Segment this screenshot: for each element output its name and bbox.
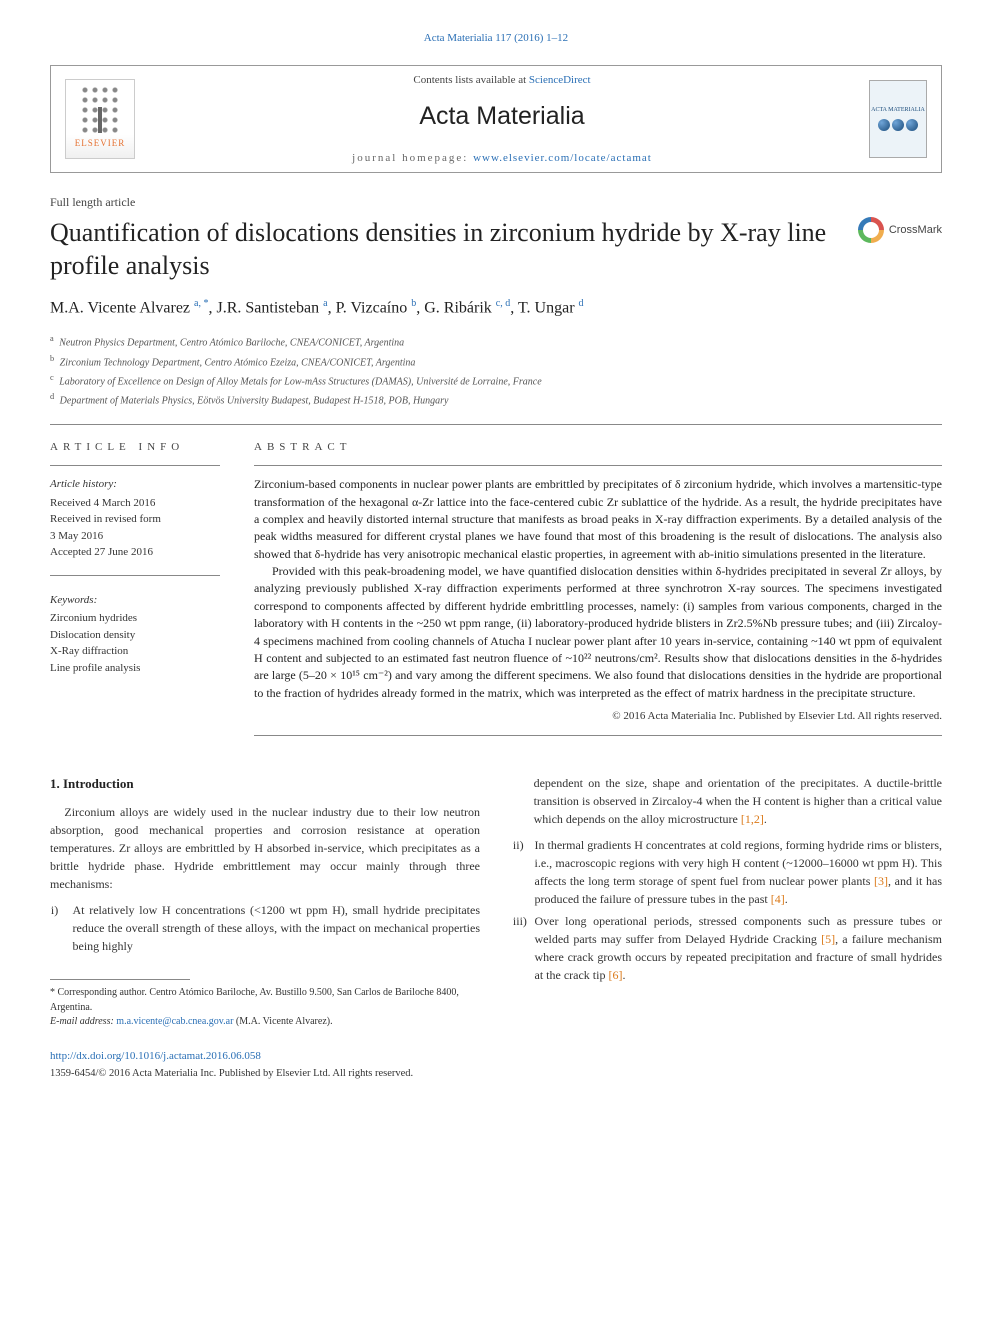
- doi-line: http://dx.doi.org/10.1016/j.actamat.2016…: [50, 1048, 942, 1065]
- crossmark-label: CrossMark: [889, 222, 942, 239]
- journal-homepage-line: journal homepage: www.elsevier.com/locat…: [135, 150, 869, 167]
- article-title: Quantification of dislocations densities…: [50, 217, 842, 282]
- affiliation: d Department of Materials Physics, Eötvö…: [50, 390, 942, 409]
- affiliation: c Laboratory of Excellence on Design of …: [50, 371, 942, 390]
- contents-available-line: Contents lists available at ScienceDirec…: [135, 72, 869, 89]
- affiliations-block: a Neutron Physics Department, Centro Ató…: [50, 332, 942, 409]
- affiliation: b Zirconium Technology Department, Centr…: [50, 352, 942, 371]
- history-item: Received 4 March 2016: [50, 495, 220, 512]
- article-info-label: ARTICLE INFO: [50, 439, 220, 456]
- sciencedirect-link[interactable]: ScienceDirect: [529, 74, 591, 86]
- header-center: Contents lists available at ScienceDirec…: [135, 72, 869, 167]
- abstract-rule-bottom: [254, 735, 942, 736]
- journal-cover-thumbnail: ACTA MATERIALIA: [869, 80, 927, 158]
- article-history-label: Article history:: [50, 476, 220, 493]
- left-column: 1. Introduction Zirconium alloys are wid…: [50, 774, 480, 1030]
- history-item: Accepted 27 June 2016: [50, 544, 220, 561]
- section-number: 1.: [50, 776, 60, 791]
- list-item-i-text: At relatively low H concentrations (<120…: [73, 903, 481, 953]
- right-column: dependent on the size, shape and orienta…: [512, 774, 942, 1030]
- keyword-item: Line profile analysis: [50, 660, 220, 677]
- publisher-name: ELSEVIER: [75, 137, 126, 151]
- email-footnote: E-mail address: m.a.vicente@cab.cnea.gov…: [50, 1015, 480, 1030]
- keyword-item: Dislocation density: [50, 627, 220, 644]
- corresponding-author-footnote: * Corresponding author. Centro Atómico B…: [50, 986, 480, 1015]
- ref-link-4[interactable]: [4]: [771, 892, 785, 906]
- journal-homepage-link[interactable]: www.elsevier.com/locate/actamat: [473, 152, 652, 164]
- crossmark-badge[interactable]: CrossMark: [858, 217, 942, 243]
- cover-label: ACTA MATERIALIA: [871, 106, 925, 115]
- contents-prefix: Contents lists available at: [413, 74, 528, 86]
- footnote-separator: [50, 979, 190, 980]
- history-item: 3 May 2016: [50, 528, 220, 545]
- abstract-copyright: © 2016 Acta Materialia Inc. Published by…: [254, 708, 942, 725]
- elsevier-tree-icon: [80, 87, 120, 135]
- cover-globes-icon: [878, 119, 918, 131]
- intro-paragraph: Zirconium alloys are widely used in the …: [50, 803, 480, 893]
- list-item-ii: ii) In thermal gradients H concentrates …: [535, 836, 943, 908]
- section-title: Introduction: [63, 776, 134, 791]
- abstract-column: ABSTRACT Zirconium-based components in n…: [254, 439, 942, 746]
- list-item-i: i)At relatively low H concentrations (<1…: [73, 901, 481, 955]
- journal-name: Acta Materialia: [135, 98, 869, 136]
- keyword-item: Zirconium hydrides: [50, 610, 220, 627]
- author-email-link[interactable]: m.a.vicente@cab.cnea.gov.ar: [116, 1016, 233, 1027]
- info-rule-2: [50, 575, 220, 576]
- right-pre-text: dependent on the size, shape and orienta…: [534, 776, 942, 826]
- ref-link-5[interactable]: [5]: [821, 932, 835, 946]
- ref-link-1-2[interactable]: [1,2]: [741, 812, 764, 826]
- abstract-rule: [254, 465, 942, 466]
- ref-link-3[interactable]: [3]: [874, 874, 888, 888]
- bottom-copyright: 1359-6454/© 2016 Acta Materialia Inc. Pu…: [50, 1066, 942, 1082]
- abstract-label: ABSTRACT: [254, 439, 942, 456]
- email-suffix: (M.A. Vicente Alvarez).: [233, 1016, 332, 1027]
- journal-header: ELSEVIER Contents lists available at Sci…: [50, 65, 942, 174]
- body-two-column: 1. Introduction Zirconium alloys are wid…: [50, 774, 942, 1030]
- affiliation: a Neutron Physics Department, Centro Ató…: [50, 332, 942, 351]
- doi-link[interactable]: http://dx.doi.org/10.1016/j.actamat.2016…: [50, 1050, 261, 1062]
- article-type: Full length article: [50, 193, 942, 211]
- history-item: Received in revised form: [50, 511, 220, 528]
- publisher-logo: ELSEVIER: [65, 79, 135, 159]
- crossmark-icon: [858, 217, 884, 243]
- list-item-iii: iii) Over long operational periods, stre…: [535, 912, 943, 984]
- divider-rule: [50, 424, 942, 425]
- keyword-item: X-Ray diffraction: [50, 643, 220, 660]
- journal-reference: Acta Materialia 117 (2016) 1–12: [50, 30, 942, 47]
- section-heading-introduction: 1. Introduction: [50, 774, 480, 794]
- article-info-column: ARTICLE INFO Article history: Received 4…: [50, 439, 220, 746]
- authors-line: M.A. Vicente Alvarez a, *, J.R. Santiste…: [50, 296, 942, 320]
- homepage-prefix: journal homepage:: [352, 152, 473, 164]
- info-rule: [50, 465, 220, 466]
- right-continuation-paragraph: dependent on the size, shape and orienta…: [512, 774, 942, 828]
- abstract-paragraph: Zirconium-based components in nuclear po…: [254, 476, 942, 563]
- keywords-label: Keywords:: [50, 592, 220, 609]
- abstract-paragraph: Provided with this peak-broadening model…: [254, 563, 942, 702]
- email-label: E-mail address:: [50, 1016, 116, 1027]
- ref-link-6[interactable]: [6]: [608, 968, 622, 982]
